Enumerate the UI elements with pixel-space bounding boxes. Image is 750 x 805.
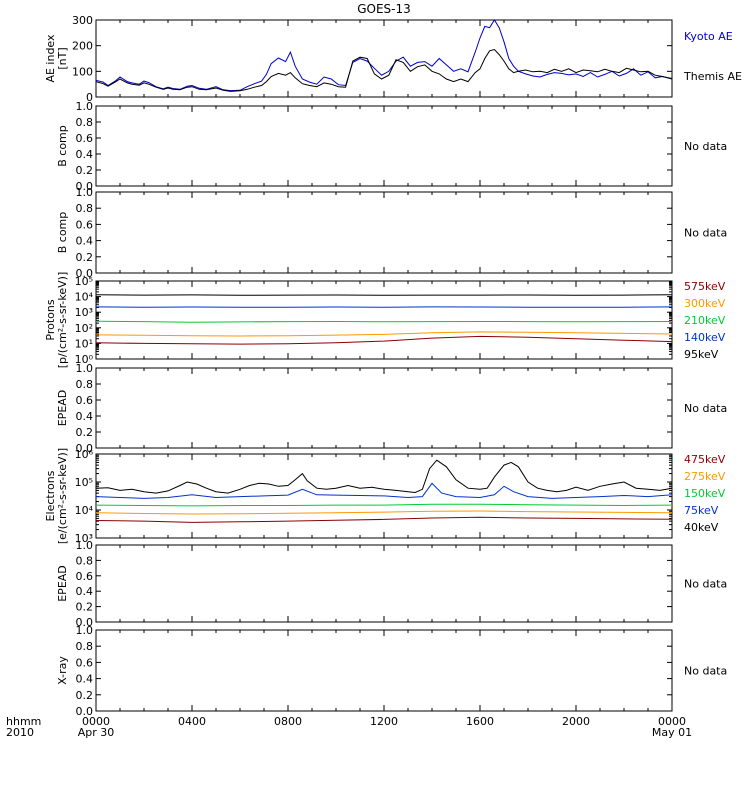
y-tick-label: 0.6: [76, 394, 94, 407]
legend-label-95kev: 95keV: [684, 348, 719, 361]
y-axis-title: X-ray: [56, 656, 69, 685]
y-tick-label: 0.8: [76, 640, 94, 653]
legend-label-150kev: 150keV: [684, 487, 726, 500]
y-tick-label: 10¹: [75, 337, 93, 350]
panel-frame: [96, 20, 672, 97]
y-tick-label: 0.4: [76, 410, 94, 423]
y-axis-title: [nT]: [56, 47, 69, 69]
y-tick-label: 0.2: [76, 601, 94, 614]
y-tick-label: 1.0: [76, 100, 94, 113]
y-tick-label: 10⁶: [75, 448, 94, 461]
y-tick-label: 1.0: [76, 186, 94, 199]
y-tick-label: 0.2: [76, 164, 94, 177]
series-line-475kev: [96, 517, 672, 522]
y-tick-label: 10⁵: [75, 476, 93, 489]
y-tick-label: 0.4: [76, 148, 94, 161]
y-tick-label: 200: [72, 40, 93, 53]
y-tick-label: 10³: [75, 306, 93, 319]
series-line-150kev: [96, 504, 672, 506]
y-tick-label: 0.6: [76, 656, 94, 669]
y-tick-label: 1.0: [76, 624, 94, 637]
x-tick-label: May 01: [652, 726, 692, 739]
x-tick-label: 0800: [274, 715, 302, 728]
x-tick-label: 2000: [562, 715, 590, 728]
no-data-label: No data: [684, 578, 727, 591]
panel-protons: 10⁰10¹10²10³10⁴10⁵Protons[p/(cm²-s-sr-ke…: [44, 272, 726, 369]
y-tick-label: 0.4: [76, 235, 94, 248]
y-tick-label: 0.8: [76, 554, 94, 567]
y-tick-label: 0.8: [76, 202, 94, 215]
y-axis-title: [e/(cm²-s-sr-keV)]: [56, 448, 69, 544]
y-tick-label: 0.8: [76, 116, 94, 129]
legend-label-575kev: 575keV: [684, 280, 726, 293]
x-tick-label: 0400: [178, 715, 206, 728]
y-tick-label: 0.8: [76, 378, 94, 391]
legend-label-40kev: 40keV: [684, 521, 719, 534]
y-axis-title: B comp: [56, 212, 69, 254]
legend-label-75kev: 75keV: [684, 504, 719, 517]
no-data-label: No data: [684, 227, 727, 240]
x-tick-label: 1200: [370, 715, 398, 728]
y-tick-label: 0.6: [76, 218, 94, 231]
series-line-300kev: [96, 332, 672, 336]
y-tick-label: 0.4: [76, 673, 94, 686]
y-tick-label: 0.6: [76, 132, 94, 145]
x-tick-label: 1600: [466, 715, 494, 728]
panel-frame: [96, 192, 672, 273]
y-tick-label: 1.0: [76, 362, 94, 375]
series-line-themis-ae: [96, 50, 672, 92]
series-line-275kev: [96, 511, 672, 514]
y-tick-label: 10⁴: [75, 504, 94, 517]
legend-label-kyoto-ae: Kyoto AE: [684, 30, 733, 43]
legend-label-300kev: 300keV: [684, 297, 726, 310]
series-line-kyoto-ae: [96, 20, 672, 91]
panel-frame: [96, 545, 672, 622]
panel-frame: [96, 281, 672, 359]
y-tick-label: 300: [72, 14, 93, 27]
panel-frame: [96, 368, 672, 448]
y-tick-label: 0.6: [76, 570, 94, 583]
figure-title: GOES-13: [357, 2, 411, 16]
y-tick-label: 0.4: [76, 585, 94, 598]
y-tick-label: 100: [72, 65, 93, 78]
y-tick-label: 1.0: [76, 539, 94, 552]
legend-label-275kev: 275keV: [684, 470, 726, 483]
panel-frame: [96, 106, 672, 186]
y-axis-title: EPEAD: [56, 565, 69, 602]
panel-frame: [96, 630, 672, 711]
no-data-label: No data: [684, 140, 727, 153]
legend-label-140kev: 140keV: [684, 331, 726, 344]
y-axis-title: EPEAD: [56, 390, 69, 427]
panel-electrons: 10³10⁴10⁵10⁶Electrons[e/(cm²-s-sr-keV)]4…: [44, 448, 726, 545]
series-line-40kev: [96, 460, 672, 493]
series-line-575kev: [96, 336, 672, 344]
x-axis-prefix: 2010: [6, 726, 34, 739]
y-tick-label: 10⁵: [75, 275, 93, 288]
legend-label-themis-ae: Themis AE: [683, 70, 742, 83]
y-tick-label: 0.2: [76, 689, 94, 702]
series-line-75kev: [96, 483, 672, 498]
no-data-label: No data: [684, 665, 727, 678]
y-axis-title: B comp: [56, 125, 69, 167]
y-tick-label: 10⁴: [75, 291, 94, 304]
no-data-label: No data: [684, 402, 727, 415]
y-tick-label: 10²: [75, 322, 93, 335]
series-line-210kev: [96, 321, 672, 322]
x-tick-label: Apr 30: [78, 726, 115, 739]
y-axis-title: [p/(cm²-s-sr-keV)]: [56, 272, 69, 369]
y-tick-label: 0.2: [76, 251, 94, 264]
series-line-95kev: [96, 295, 672, 296]
legend-label-475kev: 475keV: [684, 453, 726, 466]
legend-label-210kev: 210keV: [684, 314, 726, 327]
y-tick-label: 0.2: [76, 426, 94, 439]
